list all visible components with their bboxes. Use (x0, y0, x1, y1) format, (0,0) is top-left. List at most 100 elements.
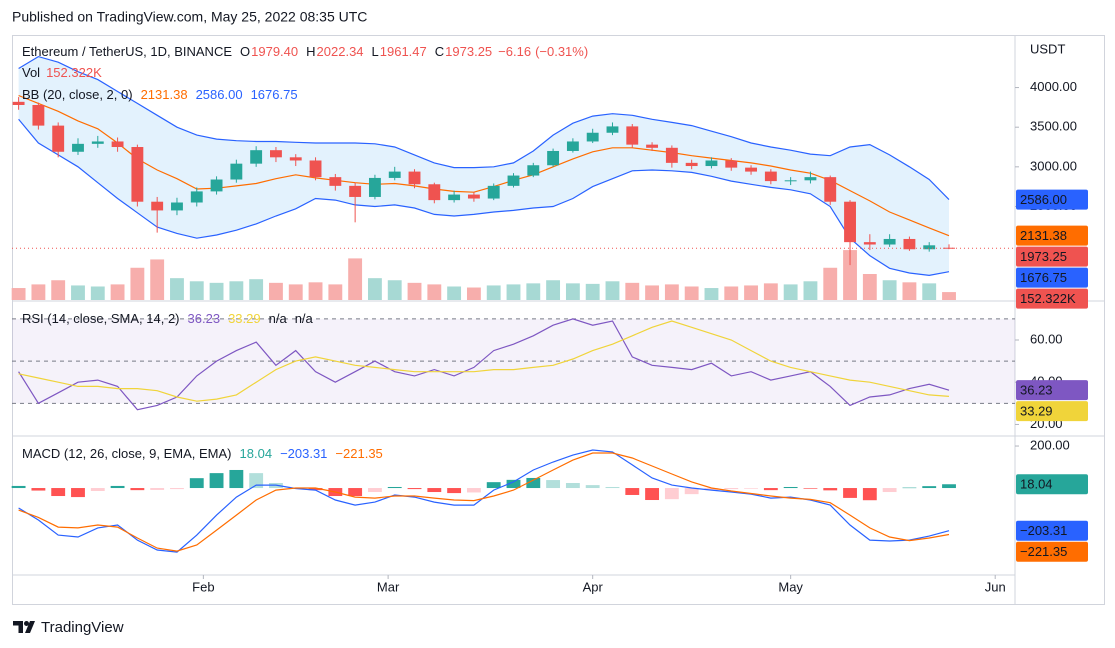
volume-bar (170, 278, 184, 300)
volume-bar (466, 287, 481, 300)
legend-item: 1979.40 (251, 44, 298, 59)
candle-body (844, 201, 856, 243)
macd-histogram-bar (704, 488, 719, 491)
y-tick-label: 60.00 (1030, 331, 1063, 346)
volume-bar (110, 284, 125, 300)
price-marker-label: 36.23 (1020, 383, 1053, 398)
candle-body (824, 177, 837, 202)
logo-mark (25, 621, 35, 633)
volume-bar (447, 286, 462, 300)
volume-bar (684, 286, 699, 300)
macd-histogram-bar (546, 480, 561, 489)
legend: Vol 152.322K (22, 65, 102, 80)
volume-bar (526, 283, 541, 300)
legend-item: Vol (22, 65, 40, 80)
macd-histogram-bar (486, 482, 501, 489)
candle-body (547, 150, 560, 166)
candle-body (705, 160, 718, 167)
candle-body (190, 191, 203, 203)
price-marker (1016, 267, 1088, 288)
x-tick-label: May (778, 579, 803, 594)
volume-bar (31, 284, 46, 300)
volume-bar (664, 284, 679, 300)
candle-body (527, 165, 540, 176)
macd-histogram-bar (783, 486, 798, 489)
macd-histogram-bar (862, 488, 877, 501)
candle-body (784, 180, 797, 182)
macd-histogram-bar (249, 473, 264, 489)
price-marker (1016, 541, 1088, 562)
volume-bar (249, 279, 264, 300)
candle-body (230, 163, 243, 180)
legend-item: (−0.31%) (535, 44, 588, 59)
price-marker (1016, 225, 1088, 246)
macd-histogram-bar (11, 485, 26, 489)
volume-bar (724, 286, 739, 300)
candle-body (428, 184, 441, 201)
bollinger-fill (18, 56, 950, 276)
legend-item: 2131.38 (141, 87, 188, 102)
macd-histogram-bar (763, 488, 778, 491)
candle-body (12, 101, 25, 105)
volume-bar (605, 281, 620, 300)
price-marker-label: 1973.25 (1020, 249, 1067, 264)
legend: Ethereum / TetherUS, 1D, BINANCE O1979.40… (22, 44, 588, 59)
candle-body (804, 177, 817, 181)
bollinger-line (18, 118, 950, 277)
macd-histogram-bar (843, 488, 857, 498)
candle-body (309, 160, 322, 178)
candle-body (586, 132, 599, 142)
legend-item: 1973.25 (445, 44, 492, 59)
volume-bar (783, 284, 798, 300)
price-marker (1016, 380, 1088, 401)
price-marker (1016, 288, 1088, 309)
volume-bar (427, 284, 442, 300)
volume-bar (625, 282, 640, 300)
legend-item: 1676.75 (251, 87, 298, 102)
macd-histogram-bar (506, 479, 521, 489)
candle-body (111, 141, 124, 148)
macd-histogram-bar (942, 484, 956, 489)
candle-body (448, 194, 461, 201)
volume-bar (902, 282, 917, 300)
logo-mark (24, 621, 29, 626)
x-tick-label: Mar (377, 579, 400, 594)
legend-item: BB (20, close, 2, 0) (22, 87, 133, 102)
legend-item: 2586.00 (196, 87, 243, 102)
volume-bar (506, 284, 521, 300)
volume-bar (288, 284, 303, 300)
volume-bar (90, 286, 105, 300)
legend-item: 36.23 (188, 311, 221, 326)
volume-bar (942, 292, 956, 300)
macd-histogram-bar (744, 488, 758, 489)
macd-histogram-bar (724, 488, 739, 490)
macd-histogram-bar (427, 488, 442, 493)
macd-histogram-bar (150, 488, 165, 490)
volume-bar (367, 278, 382, 300)
legend: BB (20, close, 2, 0) 2131.38 2586.00 1676.7… (22, 87, 298, 102)
macd-histogram-bar (922, 486, 937, 489)
x-tick-label: Feb (192, 579, 214, 594)
chart-frame (12, 35, 1105, 605)
price-marker (1016, 189, 1088, 210)
y-tick-label: 3000.00 (1030, 158, 1077, 173)
macd-histogram-bar (51, 488, 66, 497)
volume-bar (308, 282, 323, 300)
macd-histogram-bar (348, 488, 363, 497)
macd-histogram-bar (407, 488, 422, 490)
volume-bar (843, 250, 857, 300)
y-axis-label: USDT (1030, 41, 1065, 56)
rsi-line (18, 320, 950, 402)
macd-histogram-bar (585, 485, 600, 489)
macd-histogram-bar (90, 488, 105, 491)
volume-bar (328, 284, 343, 300)
legend-item: H (306, 44, 315, 59)
volume-bar (51, 280, 66, 300)
bollinger-line (18, 55, 950, 201)
macd-histogram-bar (526, 477, 541, 489)
volume-bar (11, 288, 26, 300)
published-note: Published on TradingView.com, May 25, 20… (12, 9, 367, 25)
candle-body (467, 194, 480, 199)
candle-body (72, 143, 84, 152)
